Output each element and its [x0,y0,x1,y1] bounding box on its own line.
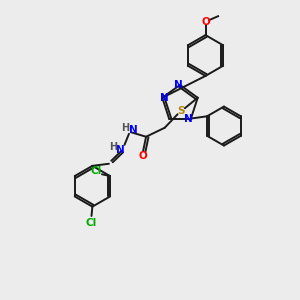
Text: N: N [160,93,169,103]
Text: N: N [128,125,137,135]
Text: O: O [139,151,148,161]
Text: N: N [173,80,182,90]
Text: Cl: Cl [85,218,97,228]
Text: H: H [121,123,129,134]
Text: N: N [184,113,193,124]
Text: N: N [116,145,124,155]
Text: S: S [177,106,185,116]
Text: H: H [109,142,117,152]
Text: Cl: Cl [90,166,102,176]
Text: O: O [201,16,210,27]
